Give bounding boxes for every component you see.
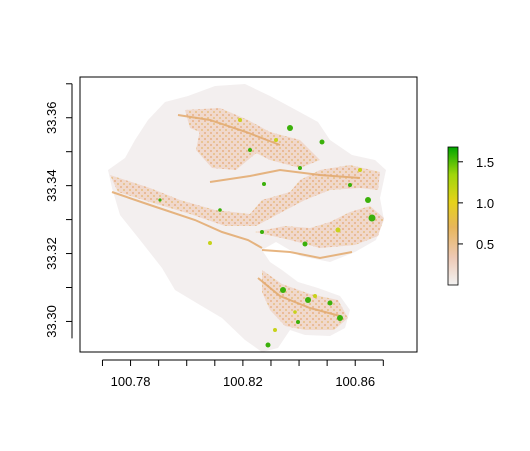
value-channels (111, 114, 361, 317)
y-tick-label: 33.36 (44, 101, 59, 134)
x-tick-label: 100.86 (335, 374, 375, 389)
y-tick-label: 33.34 (44, 169, 59, 202)
colorbar (447, 146, 459, 286)
x-tick-label: 100.82 (223, 374, 263, 389)
mid-value-spots (208, 118, 362, 332)
x-tick-label: 100.78 (111, 374, 151, 389)
colorbar-tick-label: 1.5 (476, 155, 494, 170)
colorbar-tick-label: 0.5 (476, 237, 494, 252)
y-tick-label: 33.30 (44, 305, 59, 338)
raster-map (108, 84, 386, 352)
x-axis: 100.78 100.82 100.86 (101, 359, 384, 389)
plot-frame (79, 76, 418, 353)
y-axis: 33.30 33.32 33.34 33.36 (44, 83, 73, 339)
colorbar-tick-label: 1.0 (476, 196, 494, 211)
colorbar-ticks: 0.5 1.0 1.5 (458, 155, 494, 252)
high-value-spots (158, 125, 376, 348)
y-tick-label: 33.32 (44, 237, 59, 270)
